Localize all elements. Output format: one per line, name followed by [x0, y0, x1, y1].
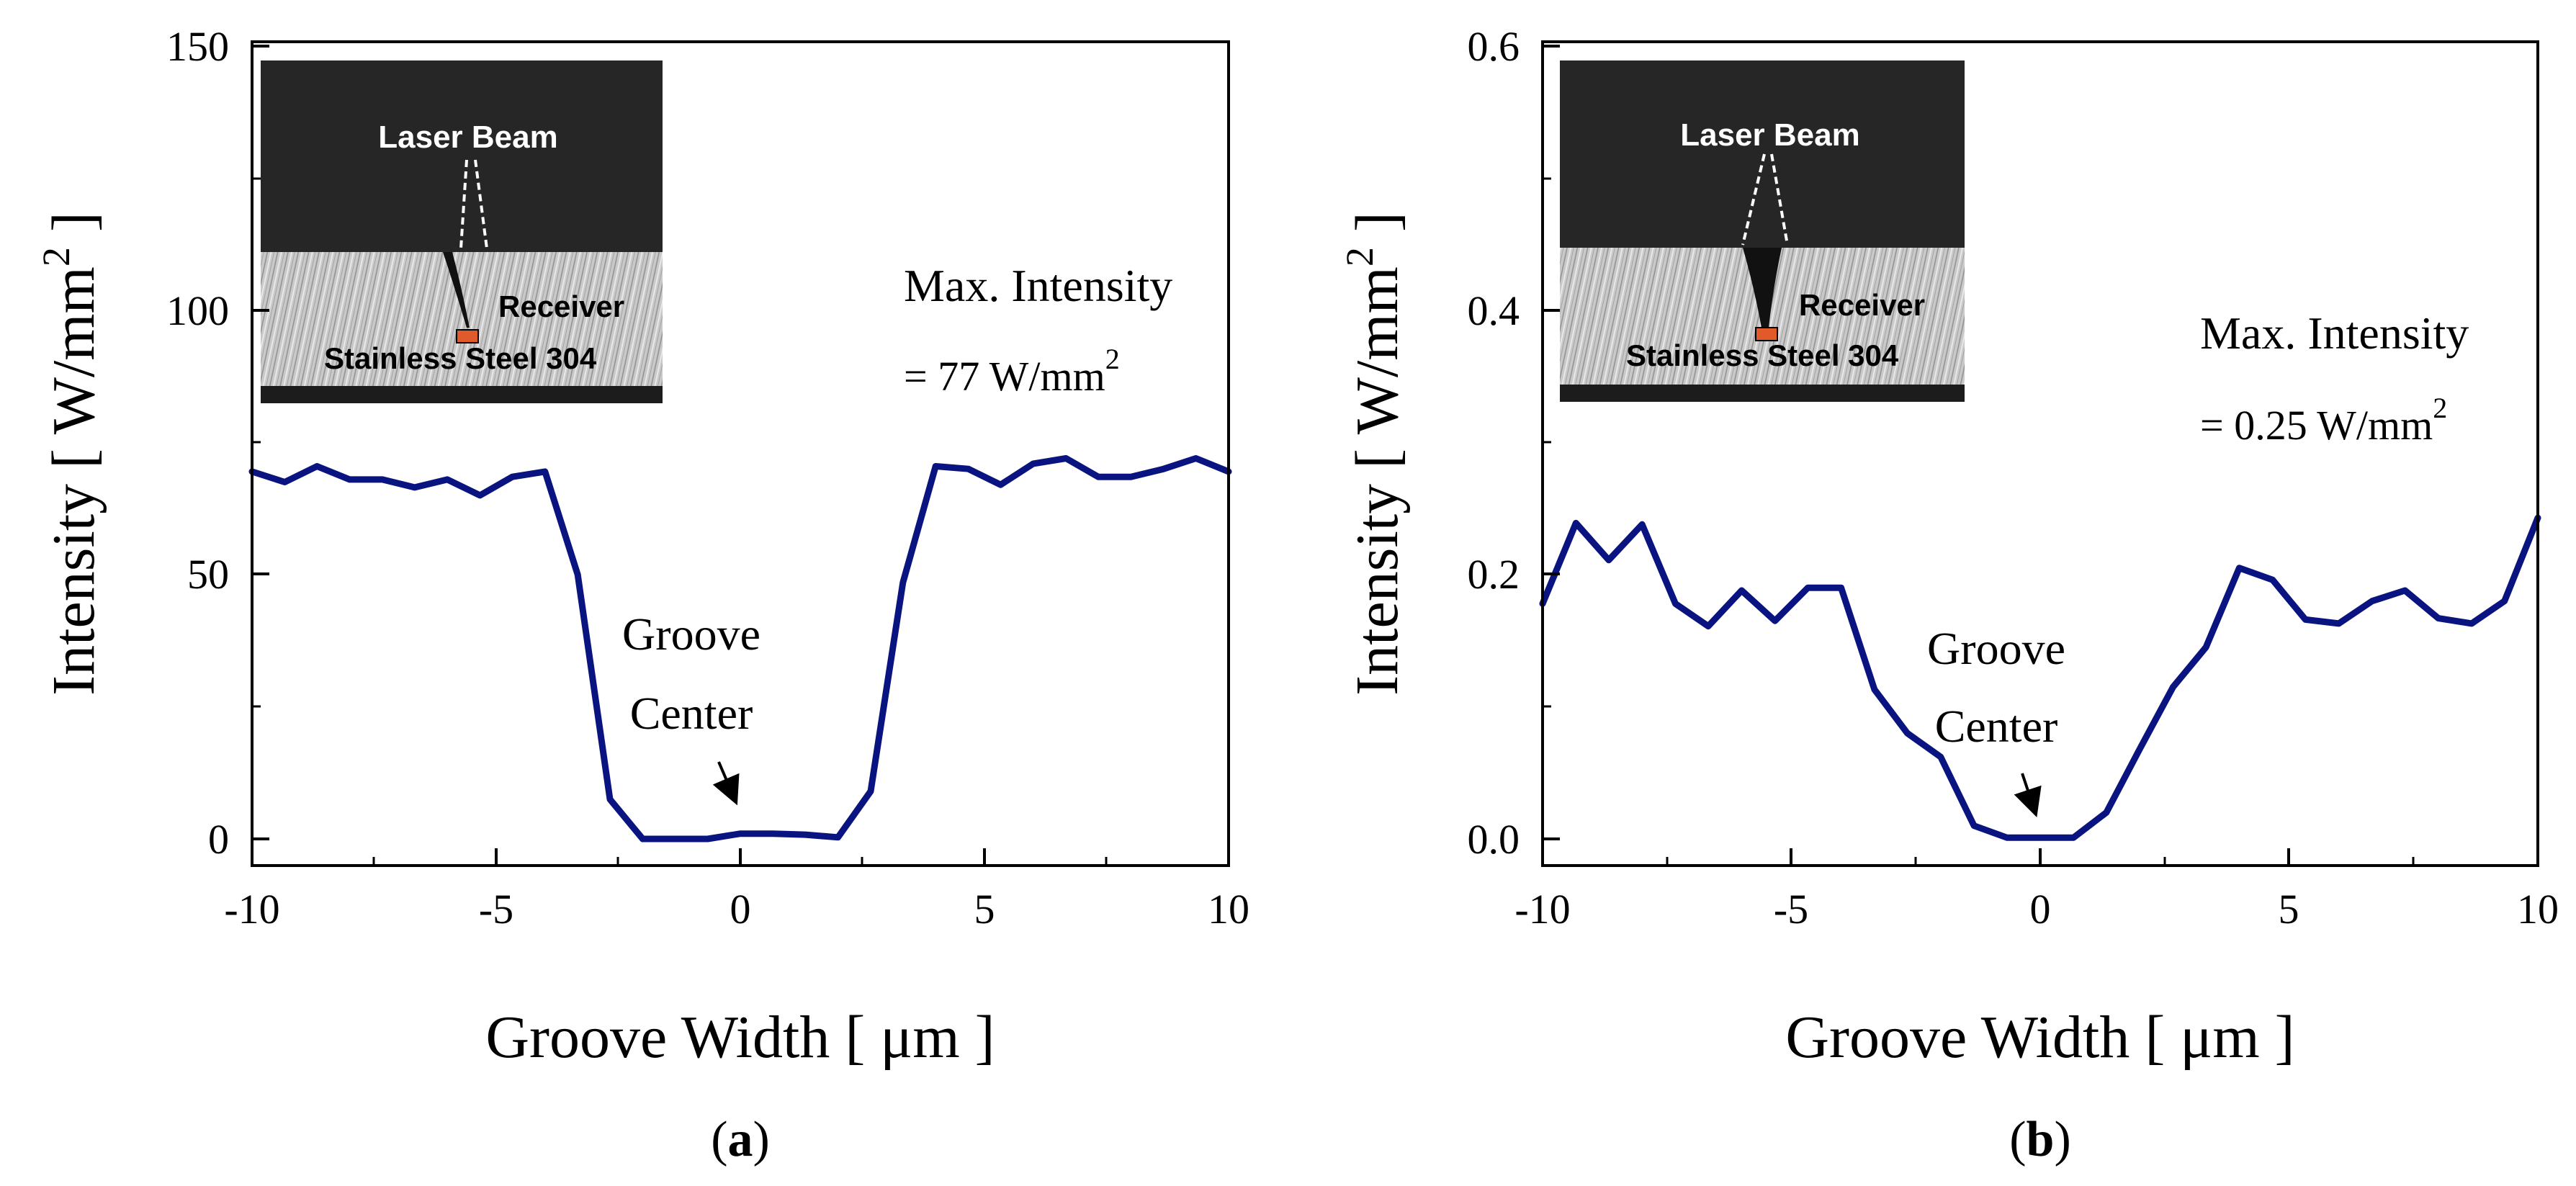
y-axis-title: Intensity [ W/mm2 ] [35, 212, 107, 696]
y-axis: 0.0 0.2 0.4 0.6 [1468, 23, 1560, 863]
x-tick-label: 10 [2517, 886, 2559, 933]
x-tick-label: -5 [1774, 886, 1808, 933]
x-tick-label: 5 [974, 886, 995, 933]
inset-image: Laser Beam Receiver Stainless Steel 304 [261, 60, 663, 403]
y-tick-label: 50 [187, 551, 229, 598]
panel-label-b: (b) [2009, 1112, 2071, 1167]
inset-label-material: Stainless Steel 304 [1626, 338, 1899, 372]
receiver-marker [456, 329, 479, 343]
x-axis-title: Groove Width [ μm ] [485, 1004, 995, 1071]
x-axis: -10 -5 0 5 10 [1514, 848, 2559, 933]
inset-image: Laser Beam Receiver Stainless Steel 304 [1560, 60, 1965, 402]
max-intensity-value: = 0.25 W/mm2 [2200, 392, 2447, 449]
chart-panel-b: Laser Beam Receiver Stainless Steel 304 … [1338, 23, 2559, 1167]
y-tick-label: 0.4 [1468, 287, 1520, 334]
chart-panel-a: Laser Beam Receiver Stainless Steel 304 … [35, 23, 1249, 1167]
inset-label-receiver: Receiver [498, 289, 624, 323]
inset-label-beam: Laser Beam [378, 120, 557, 155]
groove-annotation-line2: Center [630, 688, 753, 739]
y-tick-label: 0 [208, 816, 229, 863]
max-intensity-label: Max. Intensity [2200, 307, 2469, 359]
x-tick-label: -10 [224, 886, 279, 933]
groove-arrow [2014, 773, 2042, 817]
inset-label-material: Stainless Steel 304 [324, 341, 597, 375]
x-tick-label: 0 [2030, 886, 2051, 933]
y-tick-label: 0.2 [1468, 551, 1520, 598]
intensity-line [1539, 514, 2541, 841]
groove-shape [1743, 248, 1782, 328]
y-axis-title: Intensity [ W/mm2 ] [1338, 212, 1411, 696]
max-intensity-label: Max. Intensity [904, 260, 1172, 311]
inset-label-receiver: Receiver [1799, 288, 1925, 322]
groove-shape [443, 252, 470, 328]
x-tick-label: -5 [479, 886, 513, 933]
x-axis-title: Groove Width [ μm ] [1785, 1004, 2294, 1071]
max-intensity-value: = 77 W/mm2 [904, 343, 1120, 400]
y-tick-label: 100 [166, 287, 229, 334]
x-tick-label: 10 [1208, 886, 1249, 933]
y-tick-label: 0.6 [1468, 23, 1520, 70]
y-tick-label: 0.0 [1468, 816, 1520, 863]
x-tick-label: -10 [1514, 886, 1570, 933]
intensity-line [248, 455, 1232, 843]
receiver-marker [1755, 327, 1778, 341]
y-tick-label: 150 [166, 23, 229, 70]
y-axis: 0 50 100 150 [166, 23, 269, 863]
groove-annotation-line1: Groove [622, 608, 760, 660]
groove-annotation-line1: Groove [1927, 623, 2065, 674]
x-axis: -10 -5 0 5 10 [224, 848, 1249, 933]
groove-arrow [712, 761, 740, 806]
x-tick-label: 5 [2279, 886, 2299, 933]
inset-label-beam: Laser Beam [1680, 117, 1859, 153]
groove-annotation-line2: Center [1935, 701, 2058, 752]
x-tick-label: 0 [730, 886, 751, 933]
panel-label-a: (a) [711, 1112, 770, 1167]
